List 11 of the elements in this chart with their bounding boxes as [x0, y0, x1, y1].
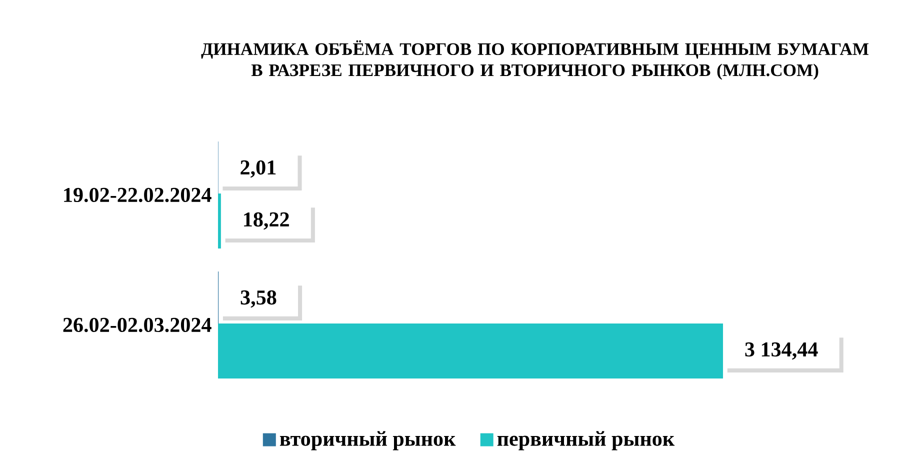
data-label: 3 134,44 — [745, 342, 818, 360]
legend-label: первичный рынок — [497, 431, 675, 450]
bar — [218, 324, 724, 379]
y-tick-label: 19.02-22.02.2024 — [64, 188, 212, 202]
chart-title: ДИНАМИКА ОБЪЁМА ТОРГОВ ПО КОРПОРАТИВНЫМ ЦЕННЫМ БУМАГАМ В РАЗРЕЗЕ ПЕРВИЧНОГО И ВТОРИЧНОГО РЫНКОВ (МЛН.СОМ) — [201, 40, 869, 80]
y-tick-label: 26.02-02.03.2024 — [63, 318, 212, 332]
data-label: 3,58 — [240, 290, 276, 308]
data-label: 2,01 — [240, 160, 276, 178]
legend-label: вторичный рынок — [280, 431, 456, 450]
data-label: 18,22 — [244, 212, 289, 230]
bar — [218, 194, 221, 249]
